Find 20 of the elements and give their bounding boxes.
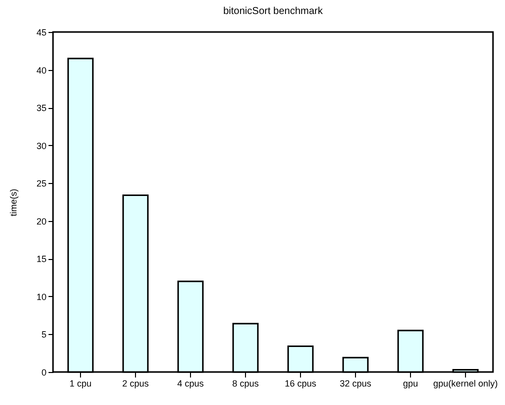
y-tick-label: 10	[36, 292, 46, 302]
y-tick-label: 20	[36, 216, 46, 226]
y-axis-title: time(s)	[8, 188, 18, 216]
chart-title: bitonicSort benchmark	[223, 6, 324, 17]
y-tick-label: 15	[36, 254, 46, 264]
x-tick-label: 16 cpus	[284, 378, 317, 388]
y-tick-label: 45	[36, 28, 46, 38]
y-tick-label: 25	[36, 178, 46, 189]
x-tick-label: 32 cpus	[340, 378, 372, 388]
y-tick-label: 5	[41, 330, 46, 340]
x-tick-label: gpu	[402, 378, 418, 388]
x-tick-label: 2 cpus	[122, 378, 150, 388]
y-tick-label: 40	[36, 65, 46, 76]
y-tick-label: 35	[36, 103, 46, 114]
x-tick-label: gpu(kernel only)	[433, 378, 498, 388]
x-tick-label: 4 cpus	[177, 378, 204, 388]
x-tick-label: 1 cpu	[69, 378, 92, 388]
y-tick-label: 30	[36, 140, 46, 151]
x-tick-label: 8 cpus	[232, 378, 260, 388]
y-tick-label: 0	[41, 368, 46, 378]
